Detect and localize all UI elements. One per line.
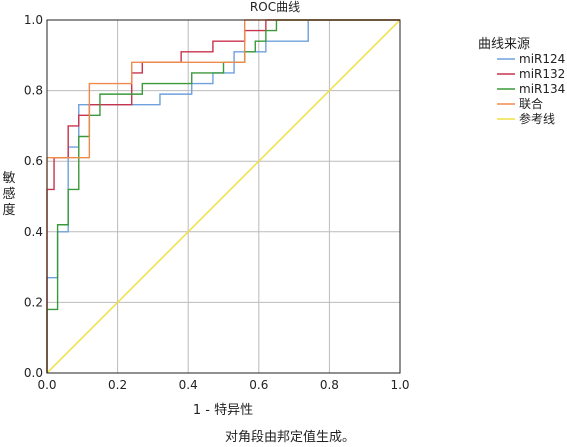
- legend-entry: miR134: [519, 82, 565, 96]
- y-axis-label-char: 敏: [2, 171, 15, 186]
- y-tick-label: 0.4: [24, 225, 43, 239]
- y-tick-labels: 0.0 0.2 0.4 0.6 0.8 1.0: [24, 13, 43, 380]
- legend-title: 曲线来源: [478, 37, 530, 52]
- series-line-miR134: [46, 19, 400, 373]
- chart-title: ROC曲线: [250, 0, 300, 14]
- y-axis-label-char: 度: [2, 202, 15, 218]
- legend-entry: 联合: [519, 96, 543, 111]
- x-tick-label: 1.0: [390, 378, 409, 392]
- footnote: 对角段由邦定值生成。: [225, 429, 355, 445]
- series-layer: [46, 19, 401, 374]
- x-tick-label: 0.6: [249, 378, 268, 392]
- y-tick-label: 0.8: [24, 84, 43, 98]
- x-axis-label: 1 - 特异性: [193, 403, 253, 418]
- legend-entry: miR132: [519, 67, 565, 81]
- y-axis-label: 敏感度: [2, 171, 15, 218]
- x-tick-labels: 0.0 0.2 0.4 0.6 0.8 1.0: [37, 378, 409, 392]
- legend-entry: miR124: [519, 52, 565, 66]
- x-tick-label: 0.8: [320, 378, 339, 392]
- x-tick-label: 0.0: [37, 378, 56, 392]
- x-tick-label: 0.2: [108, 378, 127, 392]
- series-line-参考线: [46, 19, 401, 374]
- series-line-联合: [46, 19, 400, 373]
- y-tick-label: 1.0: [24, 13, 43, 27]
- y-axis-label-char: 感: [2, 186, 15, 202]
- grid-lines: [46, 19, 401, 374]
- x-tick-label: 0.4: [179, 378, 198, 392]
- plot-frame: [46, 19, 401, 374]
- y-tick-label: 0.6: [24, 154, 43, 168]
- legend-entry: 参考线: [519, 111, 555, 126]
- series-line-miR124: [46, 19, 400, 373]
- y-tick-label: 0.2: [24, 295, 43, 309]
- y-tick-label: 0.0: [24, 366, 43, 380]
